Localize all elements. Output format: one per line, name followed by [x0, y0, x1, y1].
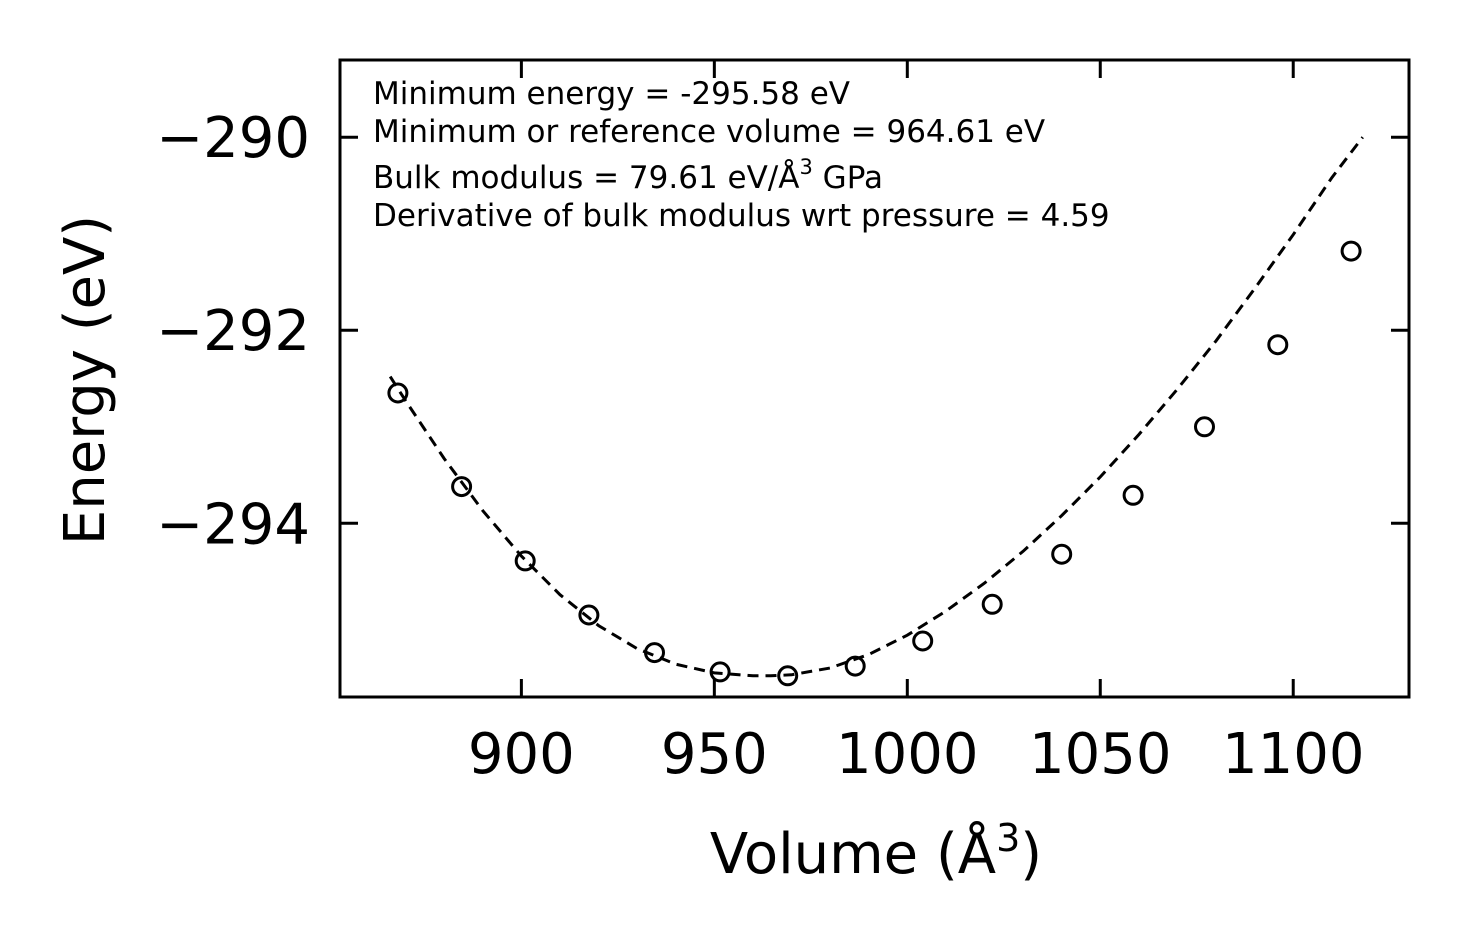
x-tick-label: 1050: [1029, 722, 1172, 787]
annotation-bulk-modulus-unit: GPa: [813, 160, 883, 196]
annotation-bulk-modulus: Bulk modulus = 79.61 eV/Å3 GPa: [373, 155, 883, 196]
y-axis-label: Energy (eV): [53, 215, 118, 545]
data-point: [912, 630, 934, 652]
y-tick-label: −294: [156, 492, 310, 557]
x-axis-label-end: ): [1020, 822, 1042, 887]
data-point: [1267, 334, 1289, 356]
data-point: [709, 661, 731, 683]
x-axis-label: Volume (Å3): [710, 816, 1042, 887]
data-point: [644, 642, 665, 664]
plot-frame: [338, 58, 1411, 699]
fit-curve: [388, 136, 1364, 678]
y-tick-label: −290: [156, 106, 310, 171]
x-axis-label-superscript: 3: [996, 816, 1020, 860]
plot-area: [387, 136, 1364, 687]
annotation-ref-volume: Minimum or reference volume = 964.61 eV: [373, 114, 1045, 150]
annotation-min-energy: Minimum energy = -295.58 eV: [373, 76, 850, 112]
annotation-bulk-modulus-superscript: 3: [799, 155, 812, 179]
data-point: [578, 604, 600, 626]
data-point: [1122, 484, 1144, 506]
y-axis: −290 −292 −294: [156, 106, 1409, 557]
data-point: [1340, 240, 1362, 262]
x-tick-label: 1100: [1222, 722, 1365, 787]
x-tick-label: 1000: [836, 722, 979, 787]
data-point: [981, 593, 1003, 615]
data-point: [1194, 416, 1215, 438]
annotation-box: Minimum energy = -295.58 eV Minimum or r…: [373, 76, 1110, 234]
data-point: [387, 382, 409, 404]
y-tick-label: −292: [156, 299, 310, 364]
data-point: [844, 655, 866, 677]
annotation-bulk-derivative: Derivative of bulk modulus wrt pressure …: [373, 198, 1110, 234]
data-point: [451, 476, 473, 498]
data-point: [514, 550, 536, 572]
x-axis: 900 950 1000 1050 1100: [468, 60, 1365, 787]
x-tick-label: 950: [661, 722, 768, 787]
fit-curve-layer: [388, 136, 1364, 678]
data-point: [777, 665, 799, 687]
data-points-layer: [387, 240, 1362, 687]
data-point: [1051, 543, 1073, 565]
x-tick-label: 900: [468, 722, 575, 787]
